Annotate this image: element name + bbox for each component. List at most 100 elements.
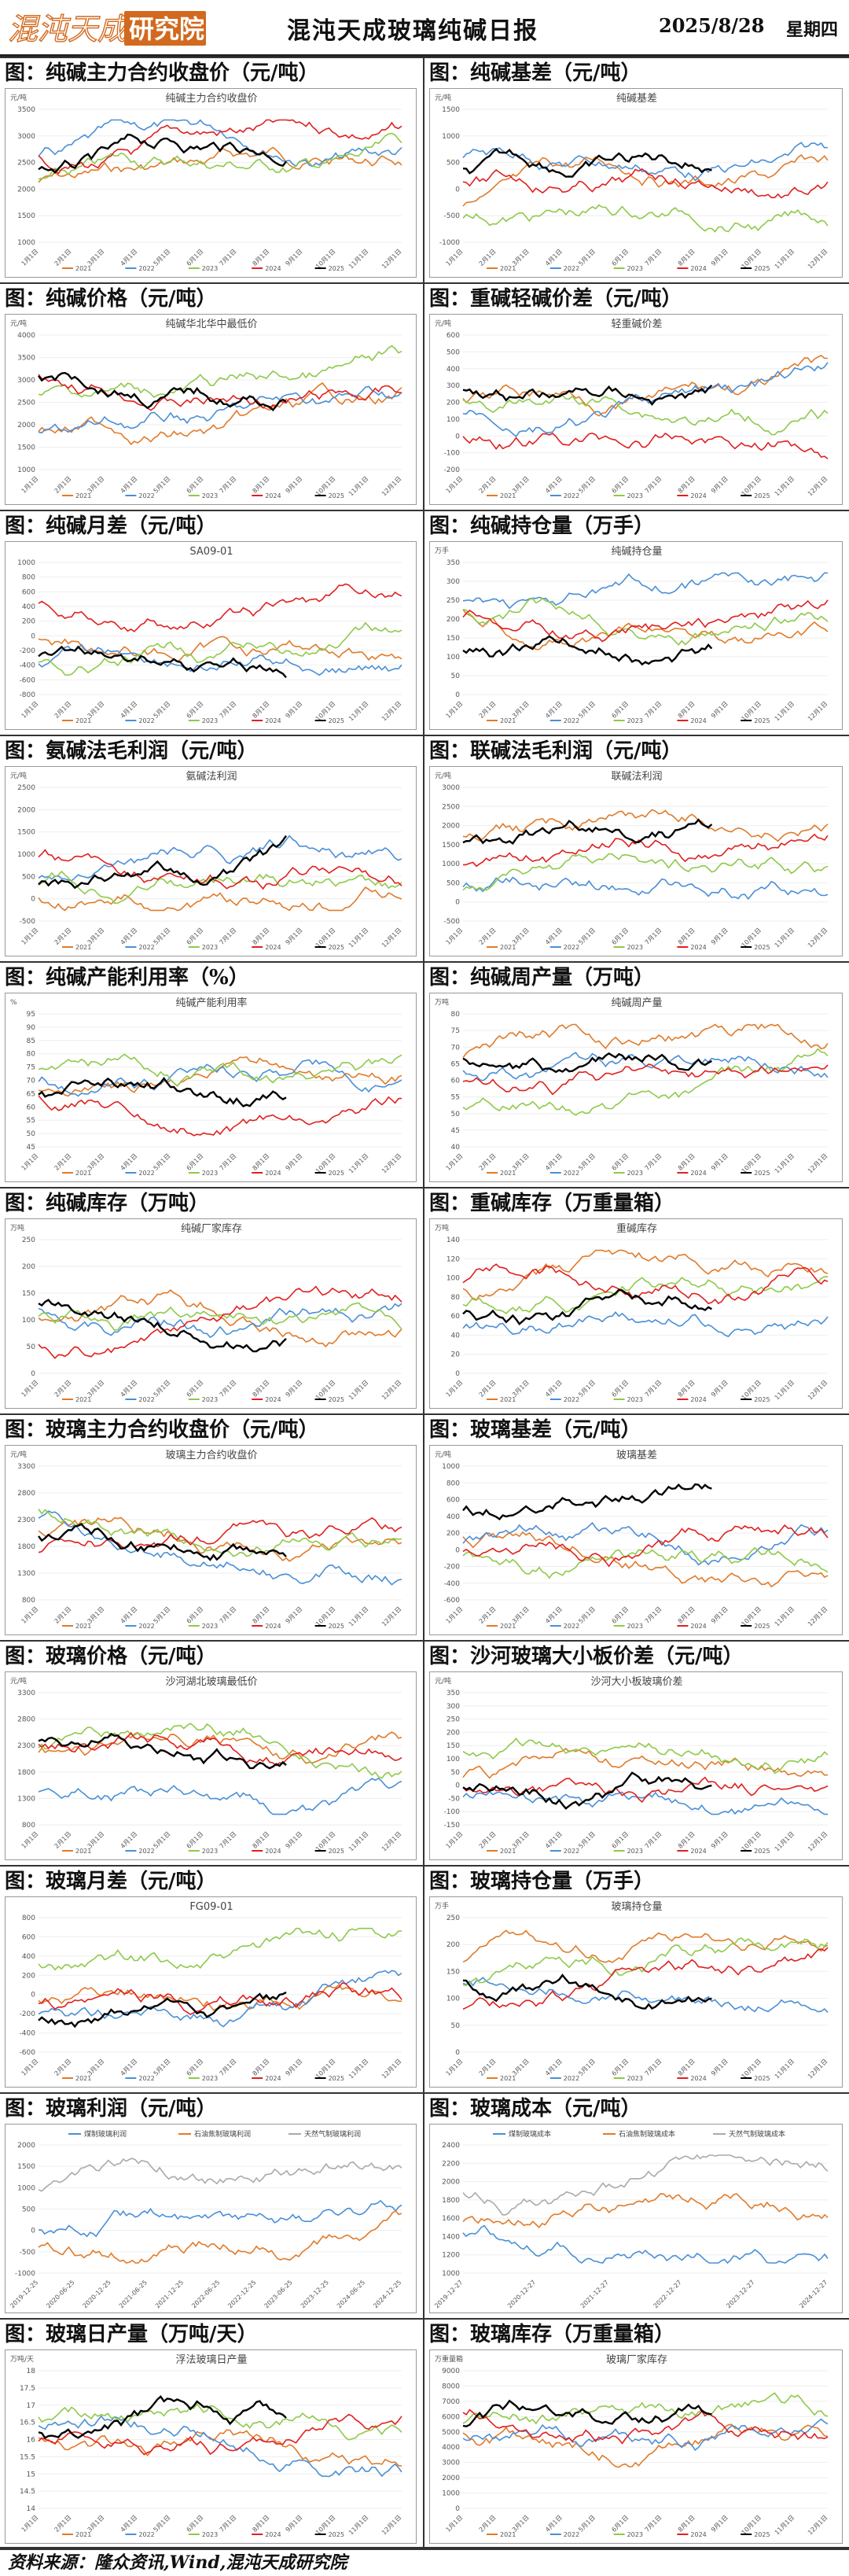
x-tick-label: 4月1日 [544,1605,564,1625]
legend-label: 2025 [754,1170,770,1177]
legend-label: 2022 [564,1170,579,1177]
x-tick-label: 2022-06-25 [190,2279,221,2309]
x-tick-label: 9月1日 [285,475,304,495]
series-line [38,1289,402,1348]
y-tick-label: 90 [27,1024,36,1032]
chart-svg: 玻璃厂家库存 万重量箱 9000 8000 7000 6000 5000 4000 3000 20… [435,2353,829,2538]
x-tick-label: 11月1日 [347,248,369,270]
x-tick-label: 7月1日 [644,248,663,267]
x-tick-label: 5月1日 [153,927,172,946]
series-line [462,853,829,891]
x-tick-label: 5月1日 [577,248,597,267]
x-tick-label: 7月1日 [644,2514,663,2534]
chart-panel: 玻璃基差 元/吨 1000 800 600 400 200 0 -200 -400 -600 1月1日… [429,1445,843,1635]
legend-label: 2024 [690,1848,706,1855]
series-line [462,1747,829,1779]
y-tick-label: 200 [22,618,35,626]
x-tick-label: 2021-12-25 [154,2279,185,2309]
y-tick-label: 0 [455,899,460,907]
axis-unit: 万吨/天 [10,2354,34,2364]
x-tick-label: 7月1日 [219,1152,238,1172]
series-line [462,2193,829,2228]
x-tick-label: 9月1日 [285,2514,304,2534]
row-separator [0,1413,849,1415]
y-tick-label: 1600 [442,2215,460,2223]
x-tick-label: 2月1日 [478,1830,498,1850]
legend-label: 2025 [754,265,770,272]
chart-title: 沙河湖北玻璃最低价 [165,1676,257,1688]
chart-title: 纯碱周产量 [611,997,662,1009]
axis-unit: 元/吨 [10,93,27,102]
y-tick-label: 0 [455,2505,460,2513]
x-tick-label: 12月1日 [380,1605,402,1627]
series-line [38,1076,287,1107]
legend-label: 2025 [754,2531,770,2538]
x-tick-label: 2月1日 [53,2058,73,2077]
x-tick-label: 12月1日 [807,1152,829,1174]
row-separator [0,2318,849,2320]
row-separator [0,2092,849,2094]
x-tick-label: 1月1日 [445,1830,465,1850]
legend-label: 2025 [329,2075,344,2082]
y-tick-label: 6000 [442,2413,460,2421]
y-tick-label: 1500 [17,2163,35,2171]
x-tick-label: 7月1日 [644,1379,663,1399]
chart-panel: 纯碱华北华中最低价 元/吨 4000 3500 3000 2500 2000 1500 1000… [5,314,417,505]
legend-label: 2022 [138,1396,154,1403]
legend-label: 2021 [75,2075,91,2082]
y-tick-label: 2300 [17,1516,35,1524]
x-tick-label: 7月1日 [219,1379,238,1399]
legend-label: 2023 [627,1623,643,1630]
y-tick-label: 1000 [17,559,35,567]
y-tick-label: 100 [447,1996,460,2003]
series-line [38,2429,402,2467]
series-line [462,809,829,842]
x-tick-label: 9月1日 [285,1830,304,1850]
legend-label: 2024 [690,2531,706,2538]
legend-label: 2021 [75,1623,91,1630]
x-tick-label: 5月1日 [153,1830,172,1850]
y-tick-label: 2000 [17,806,35,814]
y-tick-label: 1000 [442,1463,460,1471]
y-tick-label: 500 [447,160,460,168]
x-tick-label: 2024-12-27 [798,2279,829,2309]
legend-label: 2021 [75,492,91,499]
y-tick-label: -500 [444,918,461,926]
series-line [38,835,402,882]
y-tick-label: 1000 [17,466,35,474]
chart-title: 纯碱产能利用率 [175,997,247,1009]
legend-label: 2025 [329,2531,344,2538]
series-line [38,1991,287,2029]
x-tick-label: 1月1日 [445,1605,465,1625]
series-line [462,2399,712,2428]
y-tick-label: 3300 [17,1690,35,1697]
series-line [462,1546,829,1579]
x-tick-label: 1月1日 [445,475,465,495]
x-tick-label: 2月1日 [53,248,73,267]
x-tick-label: 1月1日 [20,1605,40,1625]
legend-label: 2022 [138,2075,154,2082]
series-line [38,835,287,890]
x-tick-label: 11月1日 [774,927,796,949]
y-tick-label: 2300 [17,1742,35,1750]
legend-label: 2023 [627,717,643,724]
series-line [462,1973,712,2010]
series-line [462,1521,829,1566]
x-tick-label: 1月1日 [20,927,40,946]
series-line [38,1777,402,1815]
chart-panel: SA09-01 1000 800 600 400 200 0 -200 -400 -600 -800… [5,541,417,730]
x-tick-label: 5月1日 [577,1605,597,1625]
legend-label: 2025 [329,1848,344,1855]
x-tick-label: 9月1日 [285,927,304,946]
x-tick-label: 12月1日 [807,1379,829,1401]
y-tick-label: 3000 [442,2460,460,2467]
legend-label: 2022 [138,265,154,272]
series-line [462,2154,829,2216]
legend-label: 2021 [500,265,516,272]
x-tick-label: 2月1日 [53,2514,73,2534]
x-tick-label: 9月1日 [285,1152,304,1172]
legend-label: 2022 [138,1170,154,1177]
